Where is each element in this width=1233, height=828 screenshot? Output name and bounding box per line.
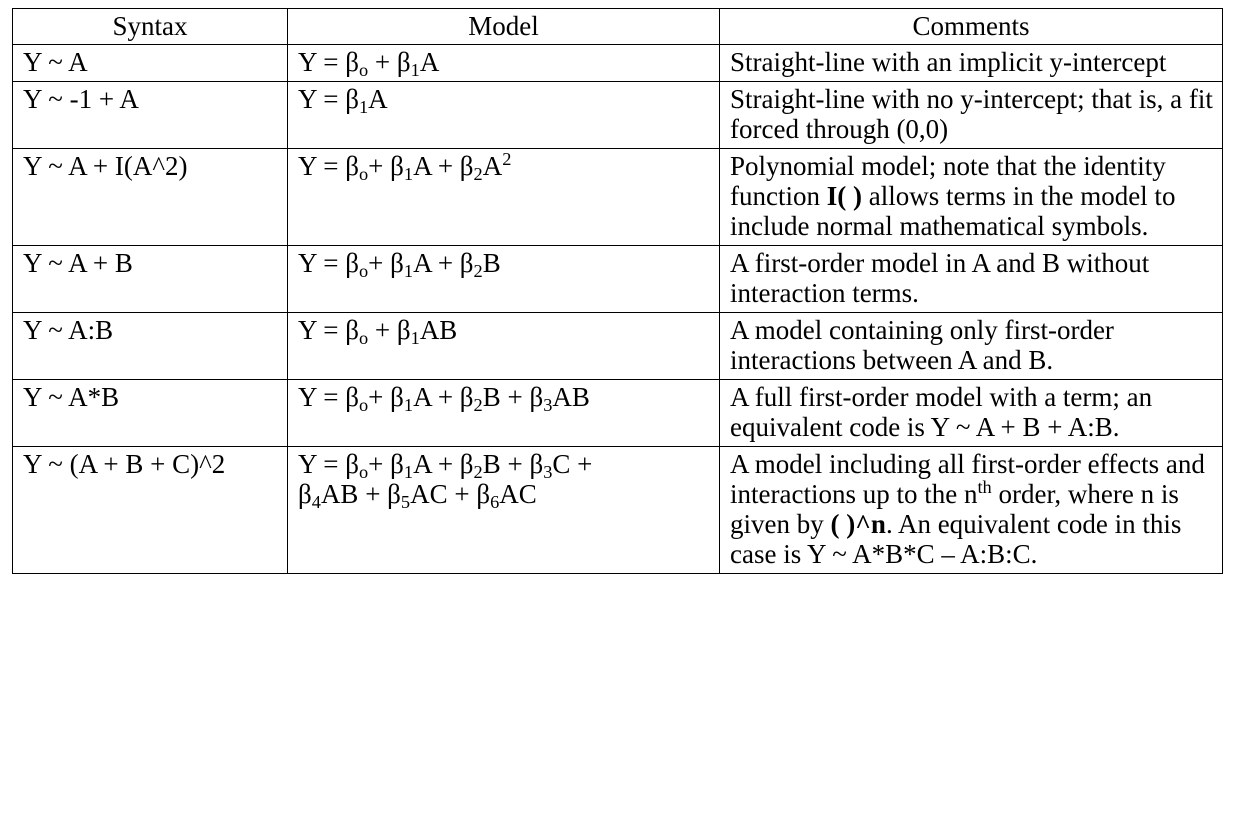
header-syntax: Syntax bbox=[12, 8, 288, 45]
table-row: Y ~ A + B Y = βo+ β1A + β2B A first-orde… bbox=[12, 245, 1223, 313]
table-row: Y ~ A Y = βo + β1A Straight-line with an… bbox=[12, 44, 1223, 82]
comment-cell: A first-order model in A and B without i… bbox=[719, 245, 1223, 313]
syntax-cell: Y ~ -1 + A bbox=[12, 81, 288, 149]
comment-cell: A model including all first-order effect… bbox=[719, 446, 1223, 574]
table-body: Y ~ A Y = βo + β1A Straight-line with an… bbox=[12, 44, 1223, 574]
model-cell: Y = βo+ β1A + β2B + β3AB bbox=[287, 379, 720, 447]
table-row: Y ~ A:B Y = βo + β1AB A model containing… bbox=[12, 312, 1223, 380]
syntax-cell: Y ~ A + B bbox=[12, 245, 288, 313]
header-row: Syntax Model Comments bbox=[12, 8, 1223, 45]
table-row: Y ~ A + I(A^2) Y = βo+ β1A + β2A2 Polyno… bbox=[12, 148, 1223, 246]
model-cell: Y = βo + β1AB bbox=[287, 312, 720, 380]
table-row: Y ~ -1 + A Y = β1A Straight-line with no… bbox=[12, 81, 1223, 149]
syntax-cell: Y ~ (A + B + C)^2 bbox=[12, 446, 288, 574]
formula-syntax-table: Syntax Model Comments Y ~ A Y = βo + β1A… bbox=[12, 8, 1223, 574]
syntax-cell: Y ~ A + I(A^2) bbox=[12, 148, 288, 246]
model-cell: Y = β1A bbox=[287, 81, 720, 149]
syntax-cell: Y ~ A*B bbox=[12, 379, 288, 447]
comment-cell: A full first-order model with a term; an… bbox=[719, 379, 1223, 447]
syntax-cell: Y ~ A bbox=[12, 44, 288, 82]
comment-cell: Straight-line with no y-intercept; that … bbox=[719, 81, 1223, 149]
model-cell: Y = βo+ β1A + β2B + β3C + β4AB + β5AC + … bbox=[287, 446, 720, 574]
formula-table-container: Syntax Model Comments Y ~ A Y = βo + β1A… bbox=[12, 8, 1223, 574]
syntax-cell: Y ~ A:B bbox=[12, 312, 288, 380]
comment-cell: A model containing only first-order inte… bbox=[719, 312, 1223, 380]
table-row: Y ~ A*B Y = βo+ β1A + β2B + β3AB A full … bbox=[12, 379, 1223, 447]
model-cell: Y = βo+ β1A + β2B bbox=[287, 245, 720, 313]
comment-cell: Straight-line with an implicit y-interce… bbox=[719, 44, 1223, 82]
comment-cell: Polynomial model; note that the identity… bbox=[719, 148, 1223, 246]
model-cell: Y = βo + β1A bbox=[287, 44, 720, 82]
table-row: Y ~ (A + B + C)^2 Y = βo+ β1A + β2B + β3… bbox=[12, 446, 1223, 574]
header-comments: Comments bbox=[719, 8, 1223, 45]
header-model: Model bbox=[287, 8, 720, 45]
model-cell: Y = βo+ β1A + β2A2 bbox=[287, 148, 720, 246]
